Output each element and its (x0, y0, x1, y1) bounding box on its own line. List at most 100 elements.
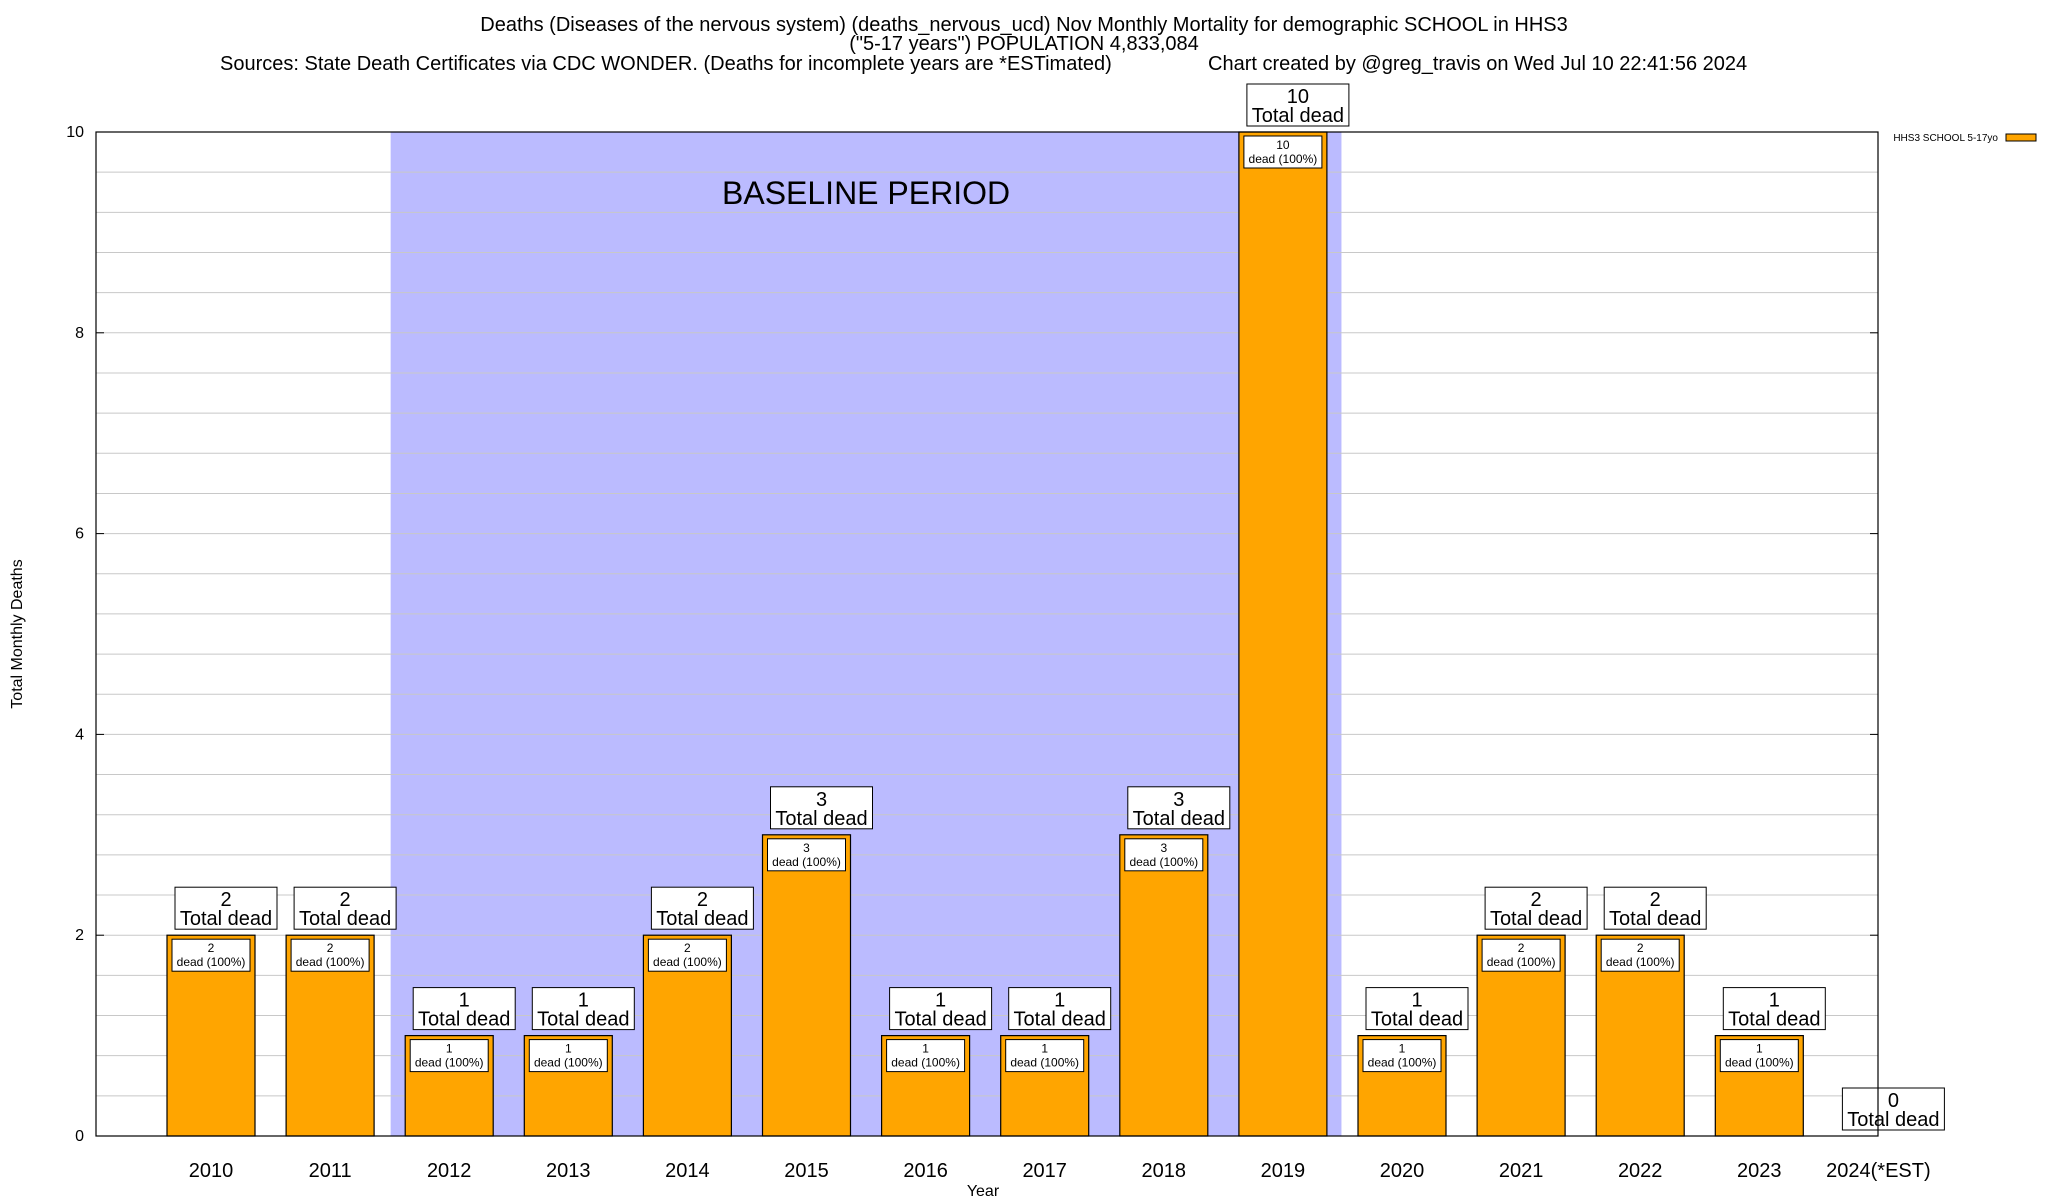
bar-inner-label-box (1243, 135, 1323, 169)
bar-inner-label: dead (100%) (1010, 1056, 1079, 1070)
total-label-box (1365, 987, 1469, 1031)
bar-inner-label-box (647, 938, 727, 972)
plot-border (95, 131, 1879, 1137)
total-label: Total dead (1371, 1009, 1463, 1031)
bar-inner-label: dead (100%) (534, 1056, 603, 1070)
chart-title: Deaths (Diseases of the nervous system) … (480, 14, 1568, 36)
x-tick-label: 2022 (1618, 1160, 1663, 1182)
bar-inner-label: dead (100%) (1487, 955, 1556, 969)
bar (761, 834, 852, 1137)
bar-inner-value: 2 (327, 941, 334, 955)
total-label-box (650, 886, 754, 930)
total-value: 1 (935, 990, 946, 1012)
y-tick-label: 8 (75, 325, 84, 342)
total-label-box (1841, 1087, 1945, 1131)
bar-inner-label: dead (100%) (177, 955, 246, 969)
bar-inner-label-box (290, 938, 370, 972)
total-label: Total dead (656, 908, 748, 930)
bar-inner-label: dead (100%) (415, 1056, 484, 1070)
total-label: Total dead (1728, 1009, 1820, 1031)
total-label-box (1484, 886, 1588, 930)
chart-sources: Sources: State Death Certificates via CD… (220, 53, 1112, 75)
total-label-box (293, 886, 397, 930)
bar-inner-value: 1 (1041, 1042, 1048, 1056)
bar-inner-label: dead (100%) (891, 1056, 960, 1070)
total-label-box (1603, 886, 1707, 930)
bar-inner-value: 10 (1276, 138, 1290, 152)
bar-inner-label-box (528, 1039, 608, 1073)
total-label-box (531, 987, 635, 1031)
total-value: 2 (697, 889, 708, 911)
total-value: 3 (1173, 789, 1184, 811)
y-tick-label: 4 (75, 726, 84, 743)
bar-inner-label-box (1600, 938, 1680, 972)
bar-inner-label-box (409, 1039, 489, 1073)
bar-inner-value: 1 (922, 1042, 929, 1056)
total-label: Total dead (299, 908, 391, 930)
total-value: 2 (340, 889, 351, 911)
x-tick-label: 2019 (1261, 1160, 1306, 1182)
legend-label: HHS3 SCHOOL 5-17yo (1893, 133, 1998, 144)
total-label: Total dead (418, 1009, 510, 1031)
bar-inner-label: dead (100%) (1725, 1056, 1794, 1070)
bar-inner-label-box (1481, 938, 1561, 972)
baseline-label: BASELINE PERIOD (722, 175, 1010, 211)
bar-inner-label: dead (100%) (296, 955, 365, 969)
x-tick-label: 2023 (1737, 1160, 1782, 1182)
x-tick-label: 2020 (1380, 1160, 1425, 1182)
y-tick-label: 2 (75, 927, 84, 944)
x-tick-label: 2024(*EST) (1826, 1160, 1931, 1182)
bar-inner-value: 2 (208, 941, 215, 955)
y-tick-label: 0 (75, 1128, 84, 1145)
bar-inner-value: 3 (1160, 841, 1167, 855)
total-label-box (174, 886, 278, 930)
bar-inner-label-box (1124, 838, 1204, 872)
x-axis-label: Year (967, 1183, 1000, 1200)
y-tick-label: 10 (66, 124, 84, 141)
bar-inner-value: 1 (446, 1042, 453, 1056)
total-label: Total dead (1847, 1109, 1939, 1131)
x-tick-label: 2016 (903, 1160, 948, 1182)
total-value: 1 (1411, 990, 1422, 1012)
bar-inner-label: dead (100%) (1129, 855, 1198, 869)
total-value: 2 (1531, 889, 1542, 911)
bar-inner-label-box (767, 838, 846, 872)
total-label: Total dead (1609, 908, 1701, 930)
legend-swatch (2005, 133, 2037, 142)
bar-inner-label-box (886, 1039, 966, 1073)
bar (1119, 834, 1209, 1137)
bar-inner-value: 3 (803, 841, 810, 855)
total-label: Total dead (775, 808, 867, 830)
chart-credit: Chart created by @greg_travis on Wed Jul… (1208, 53, 1748, 75)
bar-inner-label-box (171, 938, 251, 972)
total-label: Total dead (180, 908, 272, 930)
x-tick-label: 2014 (665, 1160, 710, 1182)
total-label-box (412, 987, 516, 1031)
total-value: 0 (1888, 1090, 1899, 1112)
bar-inner-value: 2 (1637, 941, 1644, 955)
bar-inner-label-box (1719, 1039, 1799, 1073)
total-value: 2 (1650, 889, 1661, 911)
bar-inner-label-box (1362, 1039, 1442, 1073)
x-tick-label: 2015 (784, 1160, 829, 1182)
total-label-box (1127, 786, 1231, 830)
x-tick-label: 2017 (1022, 1160, 1067, 1182)
bar-inner-label: dead (100%) (1249, 152, 1318, 166)
x-tick-label: 2012 (427, 1160, 472, 1182)
x-tick-label: 2013 (546, 1160, 591, 1182)
total-value: 1 (459, 990, 470, 1012)
y-axis-label: Total Monthly Deaths (9, 559, 26, 708)
total-label: Total dead (537, 1009, 629, 1031)
total-label-box (1722, 987, 1826, 1031)
total-value: 1 (578, 990, 589, 1012)
bar (1238, 131, 1328, 1137)
total-label: Total dead (894, 1009, 986, 1031)
x-tick-label: 2018 (1142, 1160, 1187, 1182)
bar-inner-label: dead (100%) (653, 955, 722, 969)
total-label-box (1246, 83, 1350, 127)
bar-inner-label-box (1005, 1039, 1085, 1073)
bar-inner-label: dead (100%) (1606, 955, 1675, 969)
total-value: 1 (1769, 990, 1780, 1012)
x-tick-label: 2021 (1499, 1160, 1544, 1182)
